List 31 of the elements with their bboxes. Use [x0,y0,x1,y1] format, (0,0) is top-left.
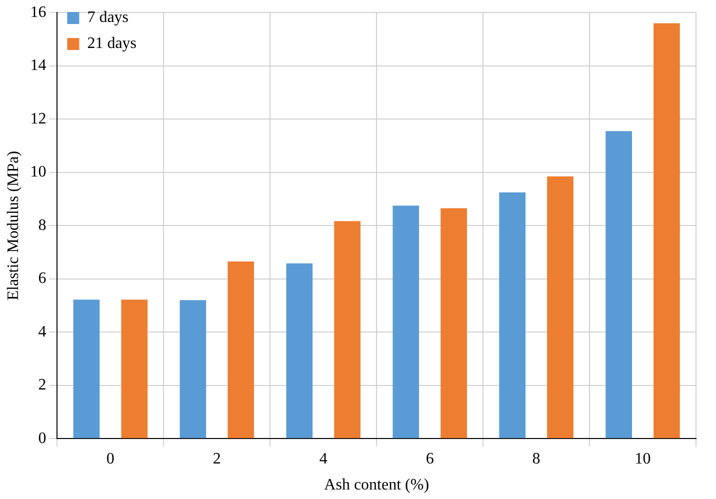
x-tick-label: 0 [106,450,114,468]
x-axis-title: Ash content (%) [324,476,430,494]
x-tick-label: 10 [634,450,651,468]
bar [440,208,467,438]
bar [654,23,680,438]
y-tick-label: 0 [38,430,46,447]
y-tick-label: 2 [38,376,46,394]
bar [286,263,313,438]
x-tick-label: 6 [426,450,434,468]
y-tick-label: 8 [38,216,46,234]
y-tick-label: 12 [30,110,46,128]
bar [334,221,360,438]
x-tick-label: 2 [212,450,221,468]
legend-label: 21 days [87,35,137,52]
bar [73,300,100,438]
y-tick-label: 4 [38,323,46,340]
bar [392,206,420,438]
bar [499,192,526,438]
x-tick-label: 4 [319,450,328,468]
bar [228,262,254,438]
y-tick-label: 6 [38,270,46,288]
y-tick-label: 10 [30,164,46,181]
bar [180,300,206,438]
x-tick-label: 8 [532,450,540,468]
legend-label: 7 days [87,9,129,26]
y-tick-label: 16 [30,4,46,21]
bar [547,176,574,438]
bar [606,131,632,438]
y-axis-title: Elastic Modulus (MPa) [4,150,22,300]
y-tick-label: 14 [30,57,46,74]
bar [121,300,148,438]
